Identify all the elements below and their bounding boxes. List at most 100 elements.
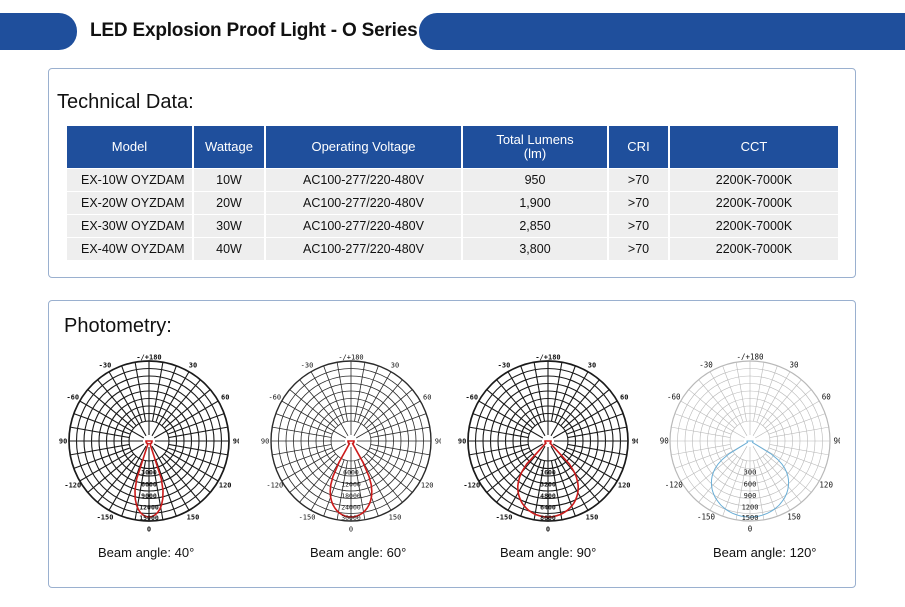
- ring-value-label: 30000: [341, 514, 361, 522]
- angle-label: -90: [660, 437, 669, 446]
- polar-spoke: [151, 362, 164, 422]
- polar-spoke: [755, 400, 820, 439]
- polar-spoke: [357, 459, 379, 517]
- polar-diagram-60: -/+180 -150 150 -120 120 -90 90 -60 60 -30 30 0 6000…: [257, 353, 444, 540]
- polar-spoke: [323, 459, 345, 517]
- polar-spoke: [472, 447, 530, 469]
- polar-chart-svg: -/+180 -150 150 -120 120 -90 90 -60 60 -30 30 0 6000…: [257, 354, 444, 534]
- ring-value-label: 9000: [141, 492, 157, 500]
- polar-spoke: [762, 456, 802, 503]
- polar-spoke: [688, 453, 735, 493]
- polar-spoke: [533, 460, 546, 520]
- ring-value-label: 3000: [141, 469, 157, 477]
- polar-spoke: [496, 455, 536, 503]
- cell-cct: 2200K-7000K: [670, 192, 838, 214]
- polar-spoke: [275, 447, 333, 469]
- cell-cri: >70: [609, 169, 668, 191]
- polar-spoke: [709, 371, 748, 436]
- col-lumens-unit: (lm): [523, 146, 547, 161]
- angle-label: -60: [66, 394, 79, 402]
- angle-label: 90: [833, 437, 840, 446]
- polar-spoke: [486, 453, 534, 493]
- technical-data-title: Technical Data:: [57, 91, 194, 113]
- angle-label: -120: [64, 482, 81, 490]
- polar-spoke: [79, 400, 145, 439]
- cell-voltage: AC100-277/220-480V: [266, 238, 461, 260]
- table-row: EX-10W OYZDAM 10W AC100-277/220-480V 950…: [67, 169, 838, 191]
- polar-spoke: [769, 444, 829, 456]
- cell-voltage: AC100-277/220-480V: [266, 169, 461, 191]
- polar-spoke: [108, 371, 147, 437]
- polar-spoke: [560, 379, 600, 427]
- polar-spoke: [370, 444, 430, 456]
- angle-label: 120: [219, 482, 232, 490]
- polar-spoke: [486, 389, 534, 429]
- polar-spoke: [161, 455, 201, 503]
- angle-label: 0: [748, 525, 753, 534]
- cell-model: EX-40W OYZDAM: [67, 238, 192, 260]
- table-header-row: Model Wattage Operating Voltage Total Lu…: [67, 126, 838, 168]
- angle-label: -/+180: [338, 354, 363, 362]
- angle-label: 0: [147, 526, 151, 534]
- polar-spoke: [289, 389, 336, 429]
- ring-value-label: 15000: [139, 514, 159, 522]
- cell-wattage: 40W: [194, 238, 264, 260]
- polar-spoke: [366, 389, 413, 429]
- cell-voltage: AC100-277/220-480V: [266, 215, 461, 237]
- polar-spoke: [765, 389, 812, 429]
- polar-spoke: [735, 460, 747, 520]
- cell-lumens: 3,800: [463, 238, 607, 260]
- polar-spoke: [369, 413, 427, 435]
- col-lumens: Total Lumens (lm): [463, 126, 607, 168]
- angle-label: 150: [586, 514, 599, 522]
- polar-diagram-40: -/+180 -150 150 -120 120 -90 90 -60 60 -30 30 0 3000…: [55, 353, 242, 540]
- polar-spoke: [762, 379, 802, 426]
- polar-spoke: [289, 453, 336, 493]
- polar-diagram-120: -/+180-150150-120120-9090-6060-303003006…: [655, 353, 843, 540]
- ring-value-label: 18000: [341, 492, 361, 500]
- polar-spoke: [87, 453, 135, 493]
- polar-spoke: [554, 365, 576, 423]
- ring-value-label: 4800: [540, 492, 556, 500]
- polar-spoke: [355, 443, 421, 482]
- polar-spoke: [299, 379, 339, 426]
- polar-diagram-90: -/+180 -150 150 -120 120 -90 90 -60 60 -30 30 0 1600…: [454, 353, 641, 540]
- polar-spoke: [671, 444, 731, 456]
- cell-cct: 2200K-7000K: [670, 215, 838, 237]
- polar-spoke: [134, 460, 147, 520]
- polar-spoke: [674, 413, 732, 435]
- polar-chart-svg: -/+180 -150 150 -120 120 -90 90 -60 60 -30 30 0 3000…: [55, 354, 242, 534]
- polar-spoke: [310, 371, 349, 437]
- polar-spoke: [756, 459, 778, 517]
- polar-spoke: [562, 389, 610, 429]
- polar-spoke: [323, 365, 345, 423]
- angle-label: -/+180: [136, 354, 161, 362]
- cell-lumens: 2,850: [463, 215, 607, 237]
- polar-chart-svg: -/+180 -150 150 -120 120 -90 90 -60 60 -30 30 0 1600…: [454, 354, 641, 534]
- angle-label: 120: [421, 482, 434, 490]
- polar-spoke: [357, 365, 379, 423]
- col-cct: CCT: [670, 126, 838, 168]
- cell-wattage: 20W: [194, 192, 264, 214]
- col-model: Model: [67, 126, 192, 168]
- polar-spoke: [560, 455, 600, 503]
- angle-label: 0: [546, 526, 550, 534]
- polar-spoke: [567, 426, 627, 439]
- polar-spoke: [768, 447, 826, 469]
- polar-spoke: [153, 443, 219, 482]
- polar-spoke: [155, 365, 177, 423]
- angle-label: 90: [435, 438, 441, 446]
- angle-label: -90: [59, 438, 67, 446]
- polar-spoke: [336, 362, 348, 422]
- polar-spoke: [566, 447, 624, 469]
- technical-data-panel: Technical Data: Model Wattage Operating …: [48, 68, 856, 278]
- angle-label: -60: [268, 394, 281, 402]
- col-voltage: Operating Voltage: [266, 126, 461, 168]
- polar-spoke: [472, 413, 530, 435]
- polar-spoke: [698, 456, 738, 503]
- polar-spoke: [167, 447, 225, 469]
- ring-value-label: 12000: [341, 480, 361, 488]
- angle-label: 0: [349, 526, 353, 534]
- polar-spoke: [562, 453, 610, 493]
- polar-spoke: [752, 371, 791, 436]
